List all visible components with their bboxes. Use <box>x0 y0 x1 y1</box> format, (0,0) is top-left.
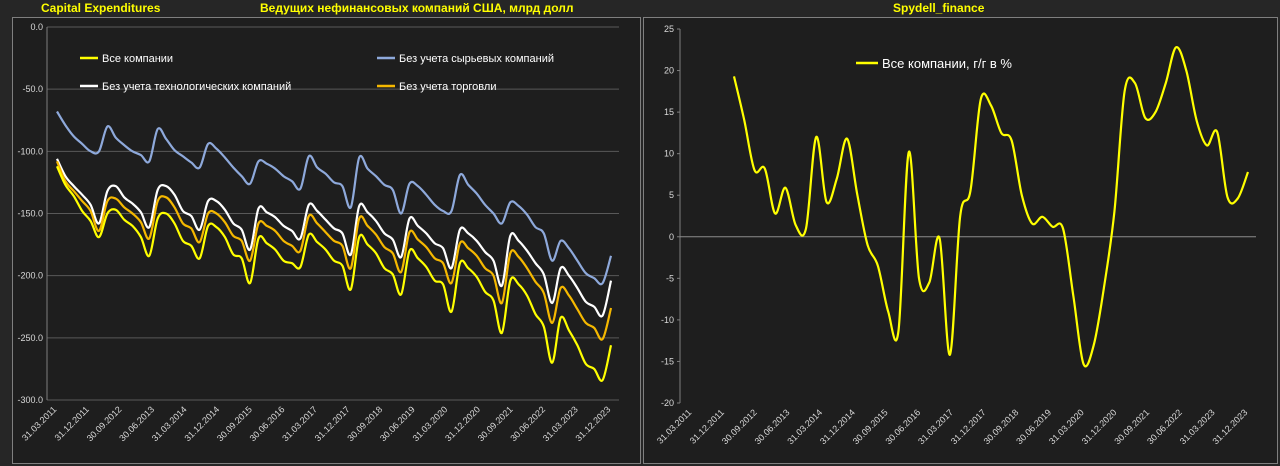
yoy-chart-svg: 2520151050-5-10-15-2031.03.201131.12.201… <box>655 24 1256 446</box>
y-tick-label: -300.0 <box>17 395 43 405</box>
series-line <box>732 46 1250 368</box>
legend-label: Все компании <box>102 53 173 65</box>
y-tick-label: -10 <box>661 315 674 325</box>
y-tick-label: -250.0 <box>17 333 43 343</box>
y-tick-label: -20 <box>661 398 674 408</box>
y-tick-label: 0.0 <box>30 22 43 32</box>
legend-label: Без учета технологических компаний <box>102 81 291 93</box>
y-tick-label: -100.0 <box>17 146 43 156</box>
series-line <box>55 160 613 341</box>
y-tick-label: -15 <box>661 356 674 366</box>
y-tick-label: 5 <box>669 190 674 200</box>
header-bar: Capital Expenditures Ведущих нефинансовы… <box>0 0 1280 16</box>
y-tick-label: 0 <box>669 232 674 242</box>
y-tick-label: 15 <box>664 107 674 117</box>
legend-label: Без учета сырьевых компаний <box>399 53 554 65</box>
y-tick-label: 25 <box>664 24 674 34</box>
y-tick-label: -150.0 <box>17 209 43 219</box>
chart-title-center: Ведущих нефинансовых компаний США, млрд … <box>260 1 574 15</box>
x-tick-label: 31.12.2023 <box>1210 407 1249 446</box>
series-line <box>56 158 613 318</box>
chart-title-right: Spydell_finance <box>893 1 985 15</box>
series-line <box>55 165 613 382</box>
y-tick-label: 10 <box>664 149 674 159</box>
x-tick-label: 31.12.2023 <box>573 404 612 443</box>
y-tick-label: -50.0 <box>22 84 43 94</box>
legend-label: Все компании, г/г в % <box>882 56 1012 71</box>
yoy-chart-panel: 25 20 15 10 5 0 -5 -10 -15 -20 31.03.2011 31.12.201… <box>643 17 1278 464</box>
y-tick-label: 20 <box>664 66 674 76</box>
chart-title-left: Capital Expenditures <box>41 1 161 15</box>
y-tick-label: -5 <box>666 273 674 283</box>
y-tick-label: -200.0 <box>17 271 43 281</box>
capex-chart-svg: 0.0 -50.0 -100.0 -150.0 -200.0 -250.0 -300.0 31… <box>17 22 619 443</box>
capex-chart-panel: 0.0 -50.0 -100.0 -150.0 -200.0 -250.0 -300.0 31… <box>12 17 641 464</box>
legend-label: Без учета торговли <box>399 81 496 93</box>
series-line <box>56 110 613 286</box>
